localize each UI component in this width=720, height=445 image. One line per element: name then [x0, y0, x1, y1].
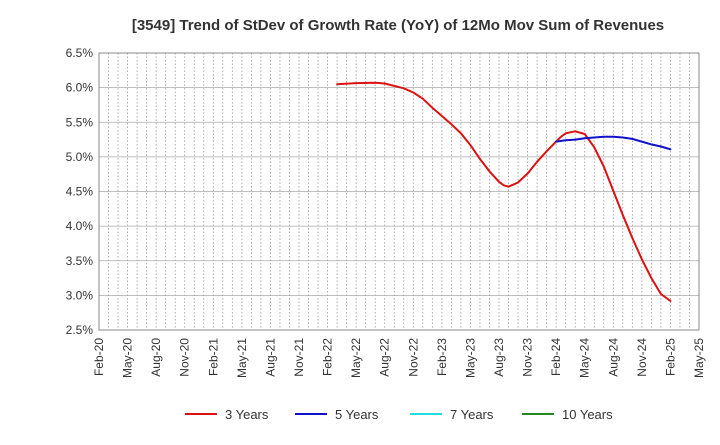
x-tick-label: May-20	[121, 338, 135, 378]
x-tick-label: Aug-24	[606, 338, 620, 377]
legend-label-10-years: 10 Years	[562, 407, 613, 422]
x-tick-label: Nov-21	[292, 338, 306, 377]
grid	[99, 52, 699, 331]
x-tick-label: May-25	[692, 338, 706, 378]
series-line-5-years	[555, 135, 672, 151]
legend-label-7-years: 7 Years	[450, 407, 494, 422]
series-line-3-years	[336, 81, 672, 302]
legend-label-3-years: 3 Years	[225, 407, 269, 422]
x-tick-label: Feb-21	[206, 338, 220, 376]
x-tick-label: May-22	[349, 338, 363, 378]
x-tick-label: Aug-20	[149, 338, 163, 377]
x-tick-label: May-23	[463, 338, 477, 378]
x-tick-label: Feb-20	[92, 338, 106, 376]
y-tick-label: 5.0%	[66, 150, 94, 164]
plot-frame	[98, 52, 700, 331]
x-tick-label: Aug-22	[378, 338, 392, 377]
x-tick-label: May-24	[578, 338, 592, 378]
x-tick-label: May-21	[235, 338, 249, 378]
y-tick-label: 6.0%	[66, 81, 94, 95]
series-lines	[336, 81, 672, 302]
x-tick-label: Feb-25	[663, 338, 677, 376]
y-tick-label: 6.5%	[66, 46, 94, 60]
x-tick-label: Feb-24	[549, 338, 563, 376]
legend: 3 Years 5 Years 7 Years 10 Years	[185, 407, 613, 422]
y-axis: 6.5% 6.0% 5.5% 5.0% 4.5% 4.0% 3.5% 3.0% 2.5%	[66, 46, 94, 337]
x-tick-label: Nov-22	[406, 338, 420, 377]
x-tick-label: Feb-23	[435, 338, 449, 376]
chart-title: [3549] Trend of StDev of Growth Rate (Yo…	[132, 17, 664, 34]
y-tick-label: 4.5%	[66, 185, 94, 199]
y-tick-label: 3.0%	[66, 288, 94, 302]
x-tick-label: Aug-23	[492, 338, 506, 377]
x-tick-label: Nov-24	[635, 338, 649, 377]
legend-label-5-years: 5 Years	[335, 407, 379, 422]
x-axis: Feb-20 May-20 Aug-20 Nov-20 Feb-21 May-21 Aug-…	[92, 338, 706, 378]
y-tick-label: 3.5%	[66, 254, 94, 268]
x-tick-label: Feb-22	[321, 338, 335, 376]
x-tick-label: Aug-21	[263, 338, 277, 377]
x-tick-label: Nov-23	[521, 338, 535, 377]
y-tick-label: 2.5%	[66, 323, 94, 337]
y-tick-label: 4.0%	[66, 219, 94, 233]
y-tick-label: 5.5%	[66, 115, 94, 129]
x-tick-label: Nov-20	[178, 338, 192, 377]
